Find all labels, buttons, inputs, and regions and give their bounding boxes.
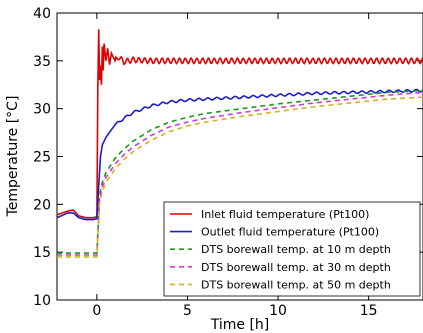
legend: Inlet fluid temperature (Pt100) Outlet fl… xyxy=(163,201,421,297)
legend-label-2: Outlet fluid temperature (Pt100) xyxy=(201,226,379,239)
axis-ticks-layer: 0 5 10 15 10 15 20 25 30 35 40 xyxy=(33,6,423,319)
y-tick-label: 15 xyxy=(33,245,51,261)
legend-label-5: DTS borewall temp. at 50 m depth xyxy=(201,278,391,291)
y-tick-label: 30 xyxy=(33,102,51,118)
series-line-2 xyxy=(57,88,423,221)
x-tick-label: 0 xyxy=(92,303,101,319)
y-tick-label: 35 xyxy=(33,54,51,70)
x-tick-label: 15 xyxy=(360,303,378,319)
y-axis-label: Temperature [°C] xyxy=(5,96,21,218)
x-tick-label: 10 xyxy=(269,303,287,319)
legend-label-3: DTS borewall temp. at 10 m depth xyxy=(201,243,391,256)
series-line-1 xyxy=(57,29,423,219)
y-tick-label: 20 xyxy=(33,197,51,213)
legend-label-1: Inlet fluid temperature (Pt100) xyxy=(201,208,369,221)
y-tick-label: 10 xyxy=(33,293,51,309)
series-line-3 xyxy=(57,89,423,254)
y-tick-label: 40 xyxy=(33,6,51,22)
x-tick-label: 5 xyxy=(183,303,192,319)
series-line-4 xyxy=(57,91,423,256)
legend-box xyxy=(163,201,421,297)
x-axis-label: Time [h] xyxy=(210,317,270,333)
series-line-5 xyxy=(57,96,423,258)
y-tick-label: 25 xyxy=(33,150,51,166)
legend-label-4: DTS borewall temp. at 30 m depth xyxy=(201,261,391,274)
series-layer xyxy=(57,29,423,258)
